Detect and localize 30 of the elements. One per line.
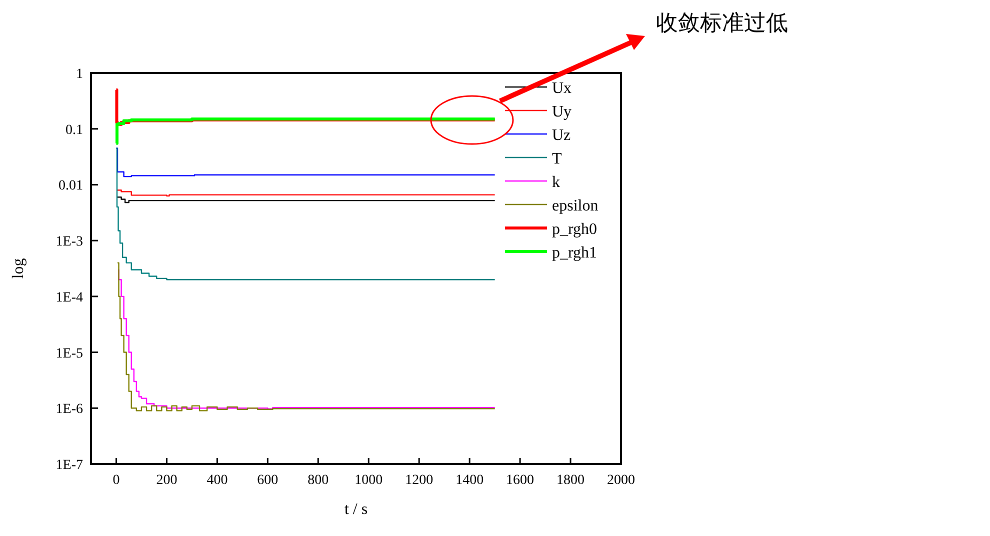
- y-tick-label: 1E-3: [56, 234, 83, 250]
- y-tick-label: 0.01: [58, 178, 83, 194]
- x-tick-label: 1200: [405, 473, 434, 488]
- x-tick-label: 0: [112, 473, 120, 488]
- y-tick-label: 1E-5: [56, 346, 83, 362]
- y-tick-label: 1E-7: [56, 458, 83, 473]
- x-tick-label: 800: [308, 473, 329, 488]
- x-tick-label: 1400: [456, 473, 484, 488]
- x-tick-label: 1000: [354, 473, 383, 488]
- legend-label: Ux: [552, 80, 572, 97]
- legend-label: T: [552, 150, 562, 168]
- text: 收敛标准过低: [656, 11, 788, 36]
- x-tick-label: 1600: [506, 473, 534, 488]
- legend-label: p_rgh1: [552, 244, 598, 262]
- legend-label: k: [552, 174, 560, 191]
- x-tick-label: 1800: [556, 473, 585, 488]
- legend-label: p_rgh0: [552, 221, 598, 238]
- legend-label: Uz: [552, 127, 571, 144]
- y-tick-label: 1: [76, 67, 83, 82]
- y-tick-label: 1E-4: [56, 290, 83, 306]
- x-axis-title: t / s: [344, 501, 368, 518]
- x-tick-label: 400: [206, 473, 228, 488]
- y-axis-title: log: [10, 258, 27, 279]
- y-tick-label: 1E-6: [56, 402, 83, 418]
- x-tick-label: 2000: [607, 473, 635, 488]
- legend-label: Uy: [552, 104, 572, 120]
- x-tick-label: 600: [257, 473, 278, 488]
- x-tick-label: 200: [156, 473, 178, 488]
- y-tick-label: 0.1: [66, 122, 83, 138]
- legend-label: epsilon: [552, 198, 598, 214]
